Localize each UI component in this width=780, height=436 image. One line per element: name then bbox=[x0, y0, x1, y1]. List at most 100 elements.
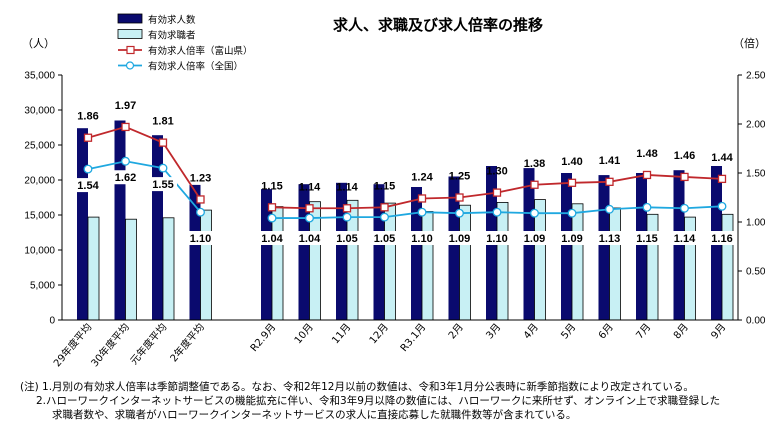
marker-ratio-toyama bbox=[492, 188, 502, 197]
marker-ratio-toyama bbox=[196, 195, 205, 204]
data-label-toyama: 1.81 bbox=[152, 116, 173, 128]
left-tick-label: 25,000 bbox=[24, 141, 55, 152]
category-label: 29年度平均 bbox=[50, 321, 94, 370]
marker-ratio-toyama bbox=[680, 172, 689, 182]
marker-ratio-toyama bbox=[83, 133, 93, 142]
data-label-toyama: 1.15 bbox=[261, 180, 282, 192]
marker-ratio-toyama bbox=[342, 204, 352, 213]
category-label: 元年度平均 bbox=[127, 321, 169, 368]
data-label-background bbox=[558, 231, 586, 245]
marker-ratio-toyama bbox=[305, 204, 314, 213]
category-label: 7月 bbox=[634, 321, 654, 341]
data-label-national: 1.14 bbox=[674, 233, 696, 245]
bar-job-seekers bbox=[534, 199, 546, 321]
bar-job-seekers bbox=[721, 213, 734, 321]
data-label-background bbox=[520, 231, 549, 245]
data-label-toyama: 1.24 bbox=[411, 171, 433, 183]
bar-job-seekers bbox=[200, 209, 212, 321]
bar-job-openings bbox=[336, 182, 347, 320]
data-label-national: 1.04 bbox=[299, 233, 321, 245]
bar-series bbox=[77, 120, 734, 321]
data-label-national: 1.09 bbox=[561, 233, 582, 245]
bar-job-openings bbox=[373, 184, 385, 320]
left-tick-label: 0 bbox=[49, 316, 55, 327]
marker-ratio-toyama bbox=[642, 170, 652, 180]
marker-ratio-national bbox=[455, 208, 464, 218]
data-label-national: 1.10 bbox=[411, 233, 432, 245]
data-label-national: 1.62 bbox=[115, 172, 136, 184]
marker-ratio-toyama bbox=[158, 138, 168, 147]
category-label: 5月 bbox=[559, 321, 579, 341]
marker-ratio-national bbox=[717, 201, 727, 211]
data-label-toyama: 1.97 bbox=[115, 100, 136, 112]
left-axis: 0 5,000 10,000 15,000 20,000 25,000 30,000 35,0… bbox=[24, 71, 62, 327]
marker-ratio-national bbox=[267, 213, 277, 223]
category-label: 6月 bbox=[596, 321, 616, 341]
line-series bbox=[83, 122, 727, 223]
left-tick-label: 20,000 bbox=[24, 176, 55, 187]
data-label-toyama: 1.14 bbox=[336, 181, 358, 193]
bar-job-seekers bbox=[421, 211, 434, 321]
data-label-national: 1.54 bbox=[77, 180, 99, 192]
marker-ratio-toyama bbox=[717, 174, 727, 184]
data-label-background bbox=[370, 231, 399, 245]
data-label-background bbox=[333, 231, 361, 245]
left-tick-label: 5,000 bbox=[30, 281, 55, 292]
right-tick-label: 1.50 bbox=[746, 169, 766, 180]
left-tick-label: 15,000 bbox=[24, 211, 55, 222]
legend-label: 有効求職者 bbox=[148, 30, 196, 42]
right-tick-label: 2.50 bbox=[746, 71, 766, 82]
data-label-national: 1.15 bbox=[636, 233, 657, 245]
data-label-background bbox=[708, 231, 736, 245]
right-tick-label: 0.50 bbox=[746, 267, 766, 278]
data-label-national: 1.05 bbox=[336, 233, 357, 245]
marker-ratio-toyama bbox=[455, 193, 464, 202]
marker-ratio-national bbox=[83, 164, 93, 174]
data-label-toyama: 1.44 bbox=[711, 152, 733, 164]
data-label-national: 1.10 bbox=[486, 233, 507, 245]
data-label-toyama: 1.86 bbox=[77, 111, 98, 123]
data-label-national: 1.55 bbox=[152, 179, 173, 191]
category-label: 2年度平均 bbox=[167, 321, 207, 365]
bar-job-openings bbox=[114, 120, 126, 320]
marker-ratio-national bbox=[121, 156, 130, 166]
data-label-background bbox=[595, 231, 624, 245]
marker-ratio-toyama bbox=[380, 203, 389, 212]
data-label-toyama: 1.14 bbox=[299, 181, 321, 193]
marker-ratio-national bbox=[417, 207, 427, 217]
right-tick-label: 0.00 bbox=[746, 316, 766, 327]
bar-job-openings bbox=[636, 173, 647, 320]
category-label: 3月 bbox=[484, 321, 504, 341]
marker-ratio-national bbox=[567, 208, 577, 218]
bar-job-openings bbox=[448, 176, 460, 320]
data-label-toyama: 1.30 bbox=[486, 166, 507, 178]
category-label: 11月 bbox=[329, 321, 353, 346]
category-label: R3.1月 bbox=[398, 321, 428, 354]
marker-ratio-national bbox=[158, 163, 168, 173]
right-tick-label: 1.00 bbox=[746, 218, 766, 229]
marker-ratio-national bbox=[492, 207, 502, 217]
data-label-background bbox=[149, 177, 177, 192]
legend-label: 有効求人倍率（富山県） bbox=[148, 45, 253, 57]
right-axis-unit: （倍） bbox=[733, 36, 766, 50]
bar-job-openings bbox=[77, 128, 88, 320]
data-label-background bbox=[295, 231, 324, 245]
category-label: 4月 bbox=[521, 321, 541, 341]
marker-ratio-toyama bbox=[605, 177, 614, 186]
marker-ratio-toyama bbox=[121, 122, 130, 132]
legend-marker bbox=[125, 61, 135, 70]
category-label: 8月 bbox=[671, 321, 691, 341]
bar-job-seekers bbox=[496, 201, 509, 321]
bar-job-seekers bbox=[162, 217, 175, 321]
data-label-national: 1.05 bbox=[374, 233, 395, 245]
marker-ratio-national bbox=[380, 212, 389, 222]
footnote-3: 求職者数や、求職者がハローワークインターネットサービスの求人に直接応募した就職件… bbox=[52, 409, 577, 421]
data-label-toyama: 1.40 bbox=[561, 156, 582, 168]
bar-job-seekers bbox=[571, 203, 584, 321]
marker-ratio-national bbox=[642, 202, 652, 212]
bar-job-openings bbox=[261, 189, 272, 320]
left-tick-label: 35,000 bbox=[24, 71, 55, 82]
